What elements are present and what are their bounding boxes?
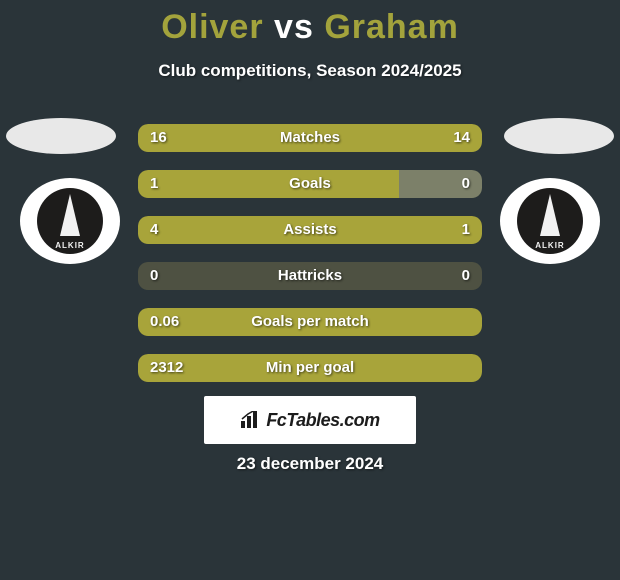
vs-label: vs [274,8,314,46]
stat-label: Matches [138,124,482,152]
stat-row: 41Assists [138,216,482,244]
club-badge-text: ALKIR [535,241,564,250]
club-badge-icon: ALKIR [37,188,103,254]
stat-label: Goals [138,170,482,198]
stat-row: 1614Matches [138,124,482,152]
player2-club-logo: ALKIR [500,178,600,264]
bar-chart-icon [240,411,262,429]
club-badge-icon: ALKIR [517,188,583,254]
club-badge-text: ALKIR [55,241,84,250]
subtitle: Club competitions, Season 2024/2025 [0,61,620,81]
stat-row: 2312Min per goal [138,354,482,382]
page-title: Oliver vs Graham [0,0,620,47]
brand-badge: FcTables.com [204,396,416,444]
brand-text: FcTables.com [266,410,379,431]
stats-bars: 1614Matches 10Goals 41Assists 00Hattricks 0.… [138,124,482,400]
player1-club-logo: ALKIR [20,178,120,264]
stat-label: Assists [138,216,482,244]
player1-ellipse [6,118,116,154]
player2-name: Graham [324,8,459,46]
player1-name: Oliver [161,8,263,46]
stat-row: 00Hattricks [138,262,482,290]
stat-label: Hattricks [138,262,482,290]
stat-row: 0.06Goals per match [138,308,482,336]
stat-row: 10Goals [138,170,482,198]
stat-label: Goals per match [138,308,482,336]
date-label: 23 december 2024 [0,454,620,474]
player2-ellipse [504,118,614,154]
stat-label: Min per goal [138,354,482,382]
infographic-root: Oliver vs Graham Club competitions, Seas… [0,0,620,580]
